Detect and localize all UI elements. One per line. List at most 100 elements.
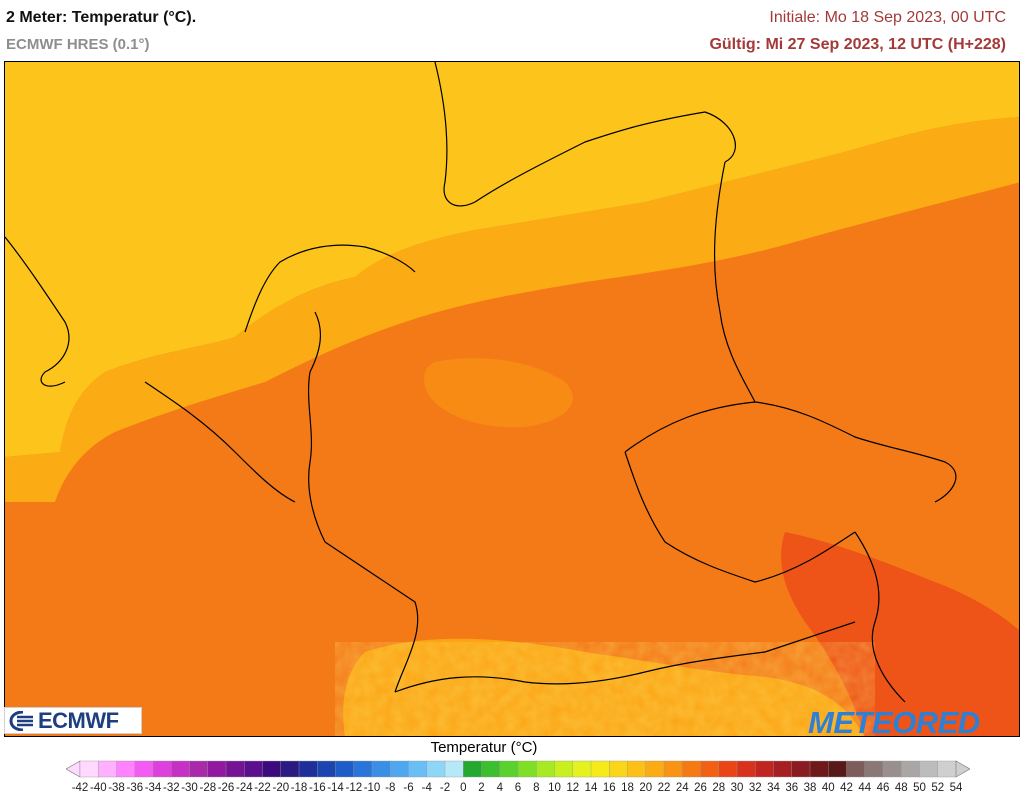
- scale-swatch: [718, 760, 738, 778]
- legend-tick: 32: [748, 782, 762, 794]
- legend-tick: -20: [272, 782, 290, 794]
- legend-tick: 44: [858, 782, 872, 794]
- germany-poland-border: [713, 161, 756, 403]
- legend-tick: 28: [712, 782, 726, 794]
- scale-swatch: [335, 760, 355, 778]
- legend-tick: -6: [403, 782, 414, 794]
- borders: [5, 62, 957, 703]
- scale-swatch: [700, 760, 720, 778]
- legend-tick: 54: [949, 782, 963, 794]
- scale-swatch: [609, 760, 628, 778]
- init-time: Initiale: Mo 18 Sep 2023, 00 UTC: [769, 9, 1006, 26]
- legend-tick: 26: [694, 782, 707, 794]
- legend-tick: -42: [71, 782, 89, 794]
- ecmwf-emblem-icon: [9, 710, 33, 731]
- scale-swatch: [517, 760, 537, 778]
- scale-swatch: [207, 760, 227, 778]
- legend-tick: -14: [327, 782, 344, 794]
- map-canvas: [5, 62, 1019, 736]
- valid-time: Gültig: Mi 27 Sep 2023, 12 UTC (H+228): [709, 36, 1006, 53]
- legend-tick: -16: [308, 782, 326, 794]
- legend-tick: 22: [657, 782, 671, 794]
- map-title: 2 Meter: Temperatur (°C).: [6, 9, 197, 26]
- legend-tick: -40: [89, 782, 107, 794]
- belgium-border: [144, 381, 296, 503]
- meteored-logo: METEORED: [808, 705, 980, 740]
- alps-terrain: [335, 642, 875, 736]
- scale-swatch: [171, 760, 190, 778]
- scale-swatch: [481, 760, 501, 778]
- baltic-coast: [434, 62, 736, 207]
- ecmwf-logo: ECMWF: [4, 707, 142, 734]
- scale-swatch: [189, 760, 209, 778]
- scale-swatch: [937, 760, 957, 778]
- legend-tick: 52: [931, 782, 945, 794]
- temperature-map[interactable]: [4, 61, 1020, 737]
- legend-tick: 18: [621, 782, 634, 794]
- legend-tick: 4: [496, 782, 503, 794]
- scale-swatch: [390, 760, 409, 778]
- austria-hungary-border: [854, 531, 906, 703]
- scale-swatch: [298, 760, 318, 778]
- scale-swatch: [809, 760, 829, 778]
- legend-tick: 38: [803, 782, 817, 794]
- legend-tick: 34: [767, 782, 780, 794]
- legend-tick: 2: [478, 782, 485, 794]
- scale-swatch: [426, 760, 446, 778]
- czech-border-north: [624, 401, 957, 503]
- scale-swatch: [572, 760, 592, 778]
- scale-swatch: [98, 760, 117, 778]
- scale-swatch: [134, 760, 154, 778]
- legend-tick: -12: [345, 782, 363, 794]
- scale-swatch: [79, 760, 99, 778]
- scale-swatch: [463, 760, 482, 778]
- legend-tick: 14: [584, 782, 598, 794]
- legend-tick: 10: [548, 782, 561, 794]
- legend-tick: 16: [602, 782, 616, 794]
- legend-tick: -34: [144, 782, 162, 794]
- highland-cool-patch: [423, 358, 573, 428]
- netherlands-coast: [244, 244, 416, 333]
- legend-tick: 36: [785, 782, 799, 794]
- germany-west-border: [307, 311, 326, 543]
- scale-swatch: [116, 760, 136, 778]
- scale-swatch: [590, 760, 610, 778]
- scale-swatch: [791, 760, 811, 778]
- czech-border-south: [624, 451, 856, 583]
- legend-tick: -10: [363, 782, 381, 794]
- legend-tick: -8: [385, 782, 396, 794]
- scale-swatch: [627, 760, 647, 778]
- scale-swatch: [152, 760, 172, 778]
- legend-ticks: -42 -40 -38 -36 -34 -32 -30 -28 -26 -24 -22 -20 -18-…: [70, 782, 970, 798]
- scale-swatch: [554, 760, 574, 778]
- legend-tick: -4: [421, 782, 432, 794]
- scale-swatch: [444, 760, 464, 778]
- scale-swatch: [901, 760, 920, 778]
- legend-tick: -2: [439, 782, 451, 794]
- scale-swatch: [262, 760, 282, 778]
- scale-swatch: [882, 760, 902, 778]
- mild-zone: [5, 117, 1019, 502]
- legend-tick: -30: [181, 782, 198, 794]
- alpine-border: [394, 651, 766, 693]
- scale-swatch: [244, 760, 263, 778]
- legend-title: Temperatur (°C): [430, 739, 538, 756]
- legend-tick: 42: [840, 782, 853, 794]
- legend-tick: 50: [913, 782, 926, 794]
- england-coast: [5, 236, 70, 387]
- scale-swatch: [499, 760, 519, 778]
- scale-swatch: [846, 760, 866, 778]
- legend-tick: 8: [533, 782, 540, 794]
- legend-tick: 20: [639, 782, 653, 794]
- legend-tick: 40: [821, 782, 835, 794]
- scale-arrow-right: [955, 760, 970, 778]
- legend-tick: 6: [514, 782, 522, 794]
- legend-tick: 48: [894, 782, 908, 794]
- legend-tick: -24: [235, 782, 253, 794]
- scale-swatch: [353, 760, 373, 778]
- legend-tick: -26: [217, 782, 235, 794]
- legend-tick: 12: [566, 782, 580, 794]
- scale-swatch: [663, 760, 683, 778]
- france-border: [324, 541, 419, 693]
- cool-zone-north: [5, 62, 1019, 457]
